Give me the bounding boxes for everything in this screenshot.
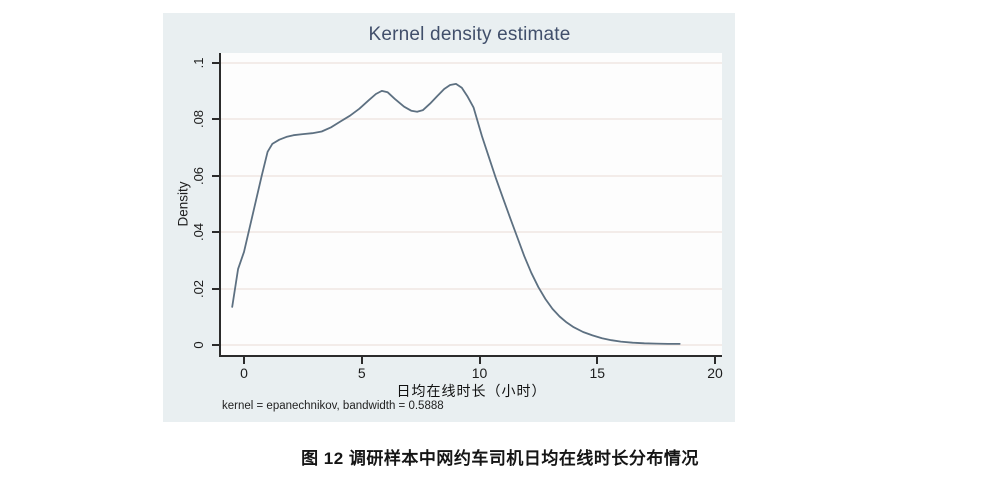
y-gridline <box>221 62 722 64</box>
x-tick-label: 0 <box>240 365 248 381</box>
plot-area: Density 日均在线时长（小时） 0 .02 .04 .06 .08 .1 0 5 10 15… <box>176 53 723 399</box>
x-tick-label: 15 <box>589 365 606 381</box>
y-tick-mark <box>212 231 219 234</box>
x-tick-label: 20 <box>707 365 723 381</box>
density-curve <box>231 82 681 345</box>
y-gridline <box>221 118 722 121</box>
y-gridline <box>221 287 722 290</box>
y-tick-mark <box>212 174 219 177</box>
x-tick-mark <box>596 357 599 364</box>
x-tick-label: 5 <box>357 365 366 381</box>
x-tick-mark <box>714 357 716 364</box>
x-tick-mark <box>478 357 481 364</box>
x-tick-label: 10 <box>471 365 488 381</box>
chart-title: Kernel density estimate <box>368 24 571 45</box>
y-tick-mark <box>212 287 219 290</box>
density-curve-svg <box>231 82 681 345</box>
y-tick-mark <box>212 343 219 346</box>
y-tick-mark <box>212 62 219 64</box>
x-axis-title: 日均在线时长（小时） <box>396 383 547 399</box>
kernel-note: kernel = epanechnikov, bandwidth = 0.588… <box>222 400 444 412</box>
y-tick-label: .02 <box>191 279 206 298</box>
stata-chart-figure: Kernel density estimate Density 日均在线时长（小… <box>163 13 735 422</box>
y-axis-title: Density <box>175 181 191 227</box>
y-gridline <box>221 343 722 346</box>
y-tick-label: .04 <box>191 223 206 242</box>
y-gridline <box>221 231 722 234</box>
y-tick-label: .06 <box>191 166 206 185</box>
y-tick-label: .1 <box>191 57 206 69</box>
y-gridline <box>221 174 722 177</box>
x-tick-mark <box>243 357 245 364</box>
figure-caption: 图 12 调研样本中网约车司机日均在线时长分布情况 <box>301 449 699 468</box>
x-tick-mark <box>360 357 363 364</box>
y-tick-mark <box>212 118 219 121</box>
y-tick-label: .08 <box>191 110 206 129</box>
y-tick-label: 0 <box>191 341 206 349</box>
